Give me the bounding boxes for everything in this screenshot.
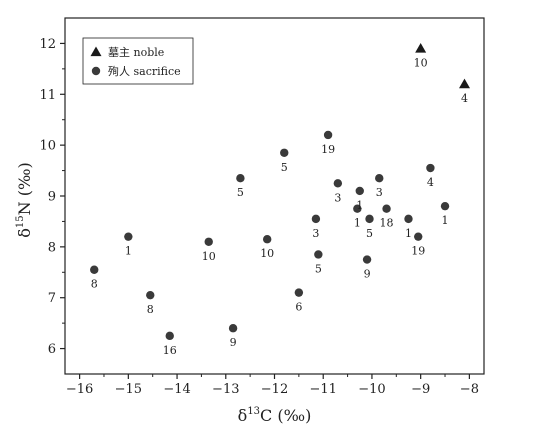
sacrifice-point [362, 255, 372, 264]
sacrifice-point [323, 130, 333, 140]
x-tick-label: −10 [358, 382, 385, 397]
x-tick-label: −8 [460, 382, 479, 397]
y-tick-label: 12 [39, 37, 56, 52]
legend-label: 墓主 noble [108, 46, 164, 59]
y-axis-title: δ15N (‰) [15, 162, 34, 237]
point-label: 1 [442, 214, 449, 227]
y-axis-title-suffix: N (‰) [15, 162, 34, 215]
sacrifice-point [382, 204, 391, 213]
sacrifice-point [311, 214, 321, 224]
legend-box [82, 37, 194, 85]
point-label: 19 [411, 245, 425, 258]
legend: 墓主 noble 殉人 sacrifice [82, 37, 194, 85]
sacrifice-point [280, 148, 289, 157]
plot-area: −16 −15 −14 −13 −12 −11 −10 −9 −86789101112δ13C … [15, 17, 485, 425]
point-label: 1 [356, 199, 363, 212]
x-axis-title-sup: 13 [247, 406, 260, 417]
sacrifice-point [146, 290, 155, 300]
y-tick-label: 10 [39, 139, 56, 154]
point-label: 1 [125, 245, 132, 258]
sacrifice-point [365, 214, 374, 224]
point-label: 1 [354, 217, 361, 230]
y-tick-label: 7 [48, 291, 56, 306]
legend-triangle-marker [90, 46, 102, 57]
y-axis-title-sup: 15 [15, 215, 26, 228]
x-tick-label: −9 [411, 382, 430, 397]
x-tick-label: −14 [163, 382, 190, 397]
point-label: 5 [237, 186, 244, 199]
sacrifice-point [314, 250, 323, 259]
point-label: 10 [202, 250, 216, 263]
point-label: 8 [91, 278, 98, 291]
noble-point [459, 78, 471, 89]
point-label: 6 [295, 301, 302, 314]
sacrifice-point [204, 237, 213, 246]
x-tick-label: −13 [212, 382, 239, 397]
sacrifice-point [426, 163, 435, 173]
point-label: 3 [334, 191, 341, 204]
x-tick-label: −16 [66, 382, 93, 397]
point-label: 3 [312, 227, 319, 240]
legend-circle-marker [91, 66, 101, 76]
point-label: 1 [405, 227, 412, 240]
sacrifice-point [262, 235, 272, 244]
sacrifice-point [165, 331, 174, 341]
legend-label: 殉人 sacrifice [108, 64, 181, 78]
point-label: 4 [427, 176, 434, 189]
y-tick-label: 6 [48, 342, 56, 357]
x-tick-label: −11 [310, 382, 337, 397]
y-tick-label: 9 [48, 190, 56, 205]
sacrifice-point [375, 174, 384, 183]
y-axis-title-prefix: δ [15, 228, 34, 238]
point-label: 5 [366, 227, 373, 240]
point-label: 16 [163, 344, 177, 357]
point-label: 3 [376, 186, 383, 199]
point-label: 9 [364, 268, 371, 281]
sacrifice-point [414, 232, 423, 241]
sacrifice-point [440, 201, 450, 211]
point-label: 5 [281, 161, 288, 174]
point-label: 10 [414, 57, 428, 70]
sacrifice-point [90, 265, 99, 274]
sacrifice-point [294, 288, 304, 297]
x-axis-title-prefix: δ [238, 406, 248, 425]
y-tick-label: 8 [48, 240, 56, 255]
sacrifice-point [353, 204, 362, 213]
point-label: 19 [321, 143, 335, 156]
y-tick-label: 11 [39, 88, 56, 103]
point-label: 9 [230, 336, 237, 349]
noble-point [415, 43, 427, 53]
x-axis-title-suffix: C (‰) [260, 406, 311, 425]
sacrifice-point [404, 214, 413, 224]
sacrifice-point [228, 324, 238, 333]
point-label: 8 [147, 303, 154, 316]
x-tick-label: −12 [261, 382, 288, 397]
sacrifice-point [355, 186, 364, 196]
point-label: 4 [461, 92, 468, 105]
sacrifice-point [236, 174, 245, 183]
sacrifice-point [124, 232, 133, 241]
point-label: 5 [315, 262, 322, 275]
x-tick-label: −15 [115, 382, 142, 397]
point-label: 10 [260, 247, 274, 260]
point-label: 18 [380, 217, 394, 230]
sacrifice-point [333, 179, 343, 188]
x-axis-title: δ13C (‰) [238, 406, 312, 425]
